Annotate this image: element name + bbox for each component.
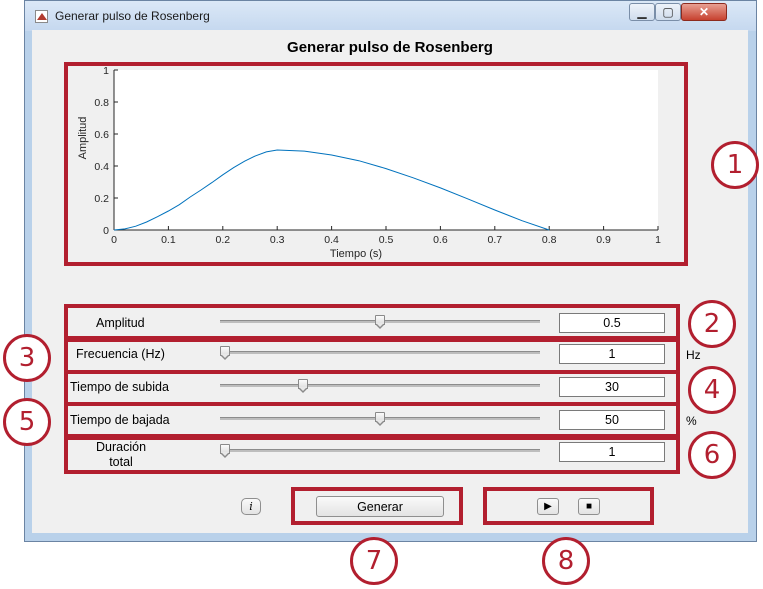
pulse-chart: 0 0.1 0.2 0.3 0.4 0.5 0.6 0.7 0.8 0.9 1 0 0.2 0.4 0.6 0… bbox=[77, 65, 661, 266]
x-tick-label: 0.3 bbox=[270, 234, 285, 246]
control-value-field[interactable] bbox=[559, 442, 665, 462]
x-tick-label: 0.7 bbox=[487, 234, 502, 246]
callout-box-6 bbox=[64, 436, 680, 474]
x-tick-label: 0.8 bbox=[542, 234, 557, 246]
callout-box-5 bbox=[64, 402, 680, 438]
y-tick-label: 0.4 bbox=[94, 161, 109, 173]
slider-thumb[interactable] bbox=[220, 444, 230, 458]
y-tick-label: 0.8 bbox=[94, 97, 109, 109]
slider-thumb[interactable] bbox=[375, 412, 385, 426]
matlab-app-icon bbox=[35, 10, 48, 23]
slider-track[interactable] bbox=[220, 384, 540, 387]
generate-button[interactable]: Generar bbox=[316, 496, 444, 517]
x-axis-label: Tiempo (s) bbox=[330, 248, 382, 260]
callout-number-8: 8 bbox=[542, 537, 590, 585]
control-slider[interactable] bbox=[220, 315, 540, 329]
callout-box-4 bbox=[64, 370, 680, 406]
callout-number-1: 1 bbox=[711, 141, 759, 189]
x-tick-label: 0 bbox=[111, 234, 117, 246]
y-tick-label: 0.6 bbox=[94, 129, 109, 141]
figure-title: Generar pulso de Rosenberg bbox=[287, 39, 493, 56]
maximize-icon: ▢ bbox=[662, 5, 674, 19]
x-tick-label: 0.2 bbox=[215, 234, 230, 246]
x-tick-label: 0.4 bbox=[324, 234, 339, 246]
play-icon: ▶ bbox=[544, 501, 552, 512]
control-value-field[interactable] bbox=[559, 313, 665, 333]
info-button[interactable]: i bbox=[241, 498, 261, 515]
y-tick-label: 0.2 bbox=[94, 193, 109, 205]
callout-number-5: 5 bbox=[3, 398, 51, 446]
control-unit: Hz bbox=[686, 348, 701, 362]
y-axis-label: Amplitud bbox=[77, 117, 89, 160]
control-label: Duración total bbox=[96, 440, 147, 469]
control-value-field[interactable] bbox=[559, 377, 665, 397]
callout-box-2 bbox=[64, 304, 680, 340]
slider-thumb[interactable] bbox=[297, 379, 308, 393]
minimize-button[interactable]: ▁ bbox=[629, 3, 655, 21]
control-value-field[interactable] bbox=[559, 344, 665, 364]
callout-box-3 bbox=[64, 338, 680, 374]
x-tick-label: 0.9 bbox=[596, 234, 611, 246]
x-tick-label: 0.5 bbox=[379, 234, 394, 246]
x-tick-label: 1 bbox=[655, 234, 661, 246]
callout-box-7 bbox=[291, 487, 463, 525]
minimize-icon: ▁ bbox=[637, 5, 647, 19]
callout-box-1 bbox=[64, 62, 688, 266]
y-tick-label: 1 bbox=[103, 65, 109, 77]
control-slider[interactable] bbox=[220, 444, 540, 458]
callout-box-8 bbox=[483, 487, 654, 525]
control-label: Tiempo de subida bbox=[70, 380, 169, 394]
info-icon: i bbox=[249, 500, 253, 513]
control-value-field[interactable] bbox=[559, 410, 665, 430]
close-button[interactable]: ✕ bbox=[681, 3, 727, 21]
control-slider[interactable] bbox=[220, 346, 540, 360]
stop-button[interactable]: ■ bbox=[578, 498, 600, 515]
control-label: Tiempo de bajada bbox=[70, 413, 170, 427]
title-bar[interactable]: Generar pulso de Rosenberg ▁ ▢ ✕ bbox=[25, 1, 756, 31]
slider-thumb[interactable] bbox=[375, 315, 385, 329]
control-slider[interactable] bbox=[220, 412, 540, 426]
slider-thumb[interactable] bbox=[220, 346, 230, 360]
play-button[interactable]: ▶ bbox=[537, 498, 559, 515]
maximize-button[interactable]: ▢ bbox=[655, 3, 681, 21]
slider-track[interactable] bbox=[220, 351, 540, 354]
slider-track[interactable] bbox=[220, 449, 540, 452]
callout-number-3: 3 bbox=[3, 334, 51, 382]
control-slider[interactable] bbox=[220, 379, 540, 393]
stop-icon: ■ bbox=[585, 501, 593, 512]
control-label: Frecuencia (Hz) bbox=[76, 347, 165, 361]
window-title: Generar pulso de Rosenberg bbox=[55, 9, 210, 23]
callout-number-4: 4 bbox=[688, 366, 736, 414]
x-tick-label: 0.6 bbox=[433, 234, 448, 246]
control-unit: % bbox=[686, 414, 697, 428]
pulse-chart-svg: 0 0.1 0.2 0.3 0.4 0.5 0.6 0.7 0.8 0.9 1 0 0.2 0.4 0.6 0… bbox=[77, 65, 661, 260]
callout-number-6: 6 bbox=[688, 431, 736, 479]
x-tick-label: 0.1 bbox=[161, 234, 176, 246]
plot-area bbox=[114, 70, 658, 230]
callout-number-7: 7 bbox=[350, 537, 398, 585]
callout-number-2: 2 bbox=[688, 300, 736, 348]
close-icon: ✕ bbox=[698, 5, 710, 19]
y-tick-label: 0 bbox=[103, 225, 109, 237]
pulse-series-line bbox=[113, 149, 550, 231]
control-label: Amplitud bbox=[96, 316, 145, 330]
